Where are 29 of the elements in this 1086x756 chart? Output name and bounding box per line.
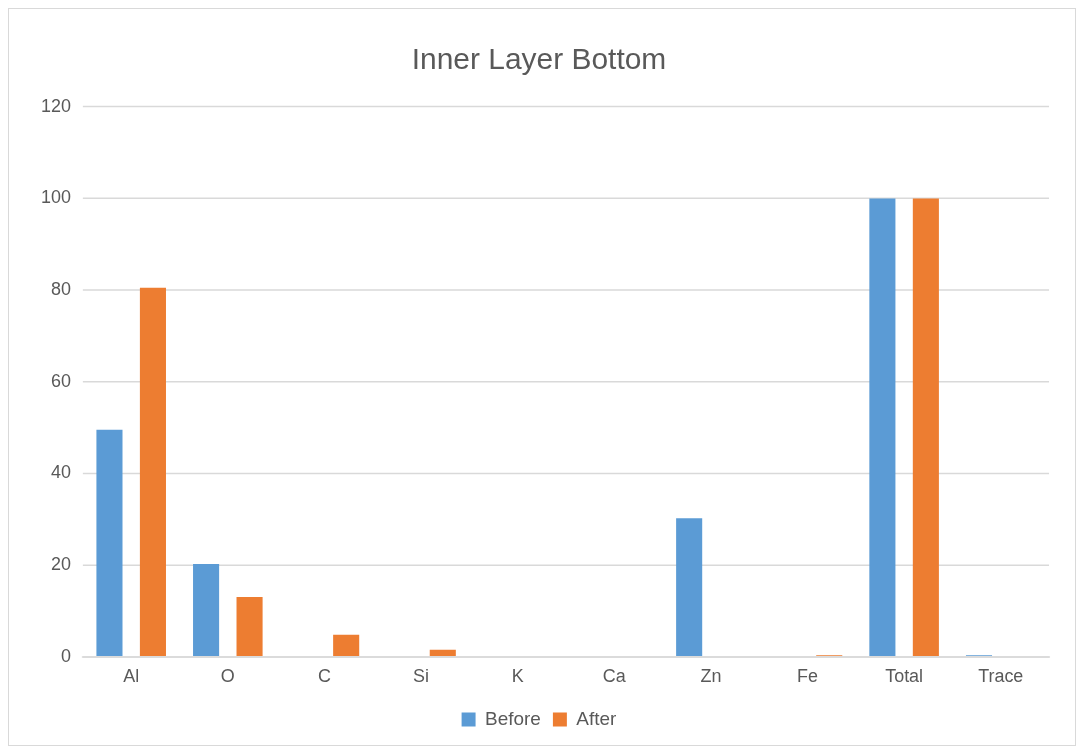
y-tick-label: 0	[60, 645, 71, 666]
x-tick-label: Si	[413, 666, 430, 687]
x-tick-label: Fe	[797, 666, 818, 687]
legend-label: After	[576, 707, 617, 729]
bar	[429, 649, 456, 656]
y-tick-label: 120	[40, 95, 71, 116]
y-tick-label: 100	[40, 187, 71, 208]
x-tick-label: C	[317, 666, 331, 687]
x-tick-label: Zn	[700, 666, 722, 687]
y-tick-label: 40	[50, 462, 71, 483]
x-tick-label: Ca	[602, 666, 626, 687]
x-tick-label: Al	[123, 666, 140, 687]
legend-label: Before	[485, 707, 541, 729]
bar	[139, 287, 166, 656]
y-tick-label: 80	[50, 279, 71, 299]
x-tick-label: O	[220, 666, 235, 687]
bar	[869, 198, 896, 656]
bar	[236, 597, 263, 656]
bar	[912, 198, 939, 656]
x-tick-label: Total	[885, 666, 924, 687]
bar	[96, 429, 123, 656]
bar	[676, 518, 703, 656]
x-tick-label: Trace	[978, 666, 1024, 687]
x-tick-label: K	[511, 666, 524, 687]
y-tick-label: 20	[50, 553, 71, 574]
chart-title: Inner Layer Bottom	[411, 42, 667, 76]
y-tick-label: 60	[50, 370, 71, 391]
bar	[193, 564, 220, 656]
bar	[333, 634, 360, 656]
